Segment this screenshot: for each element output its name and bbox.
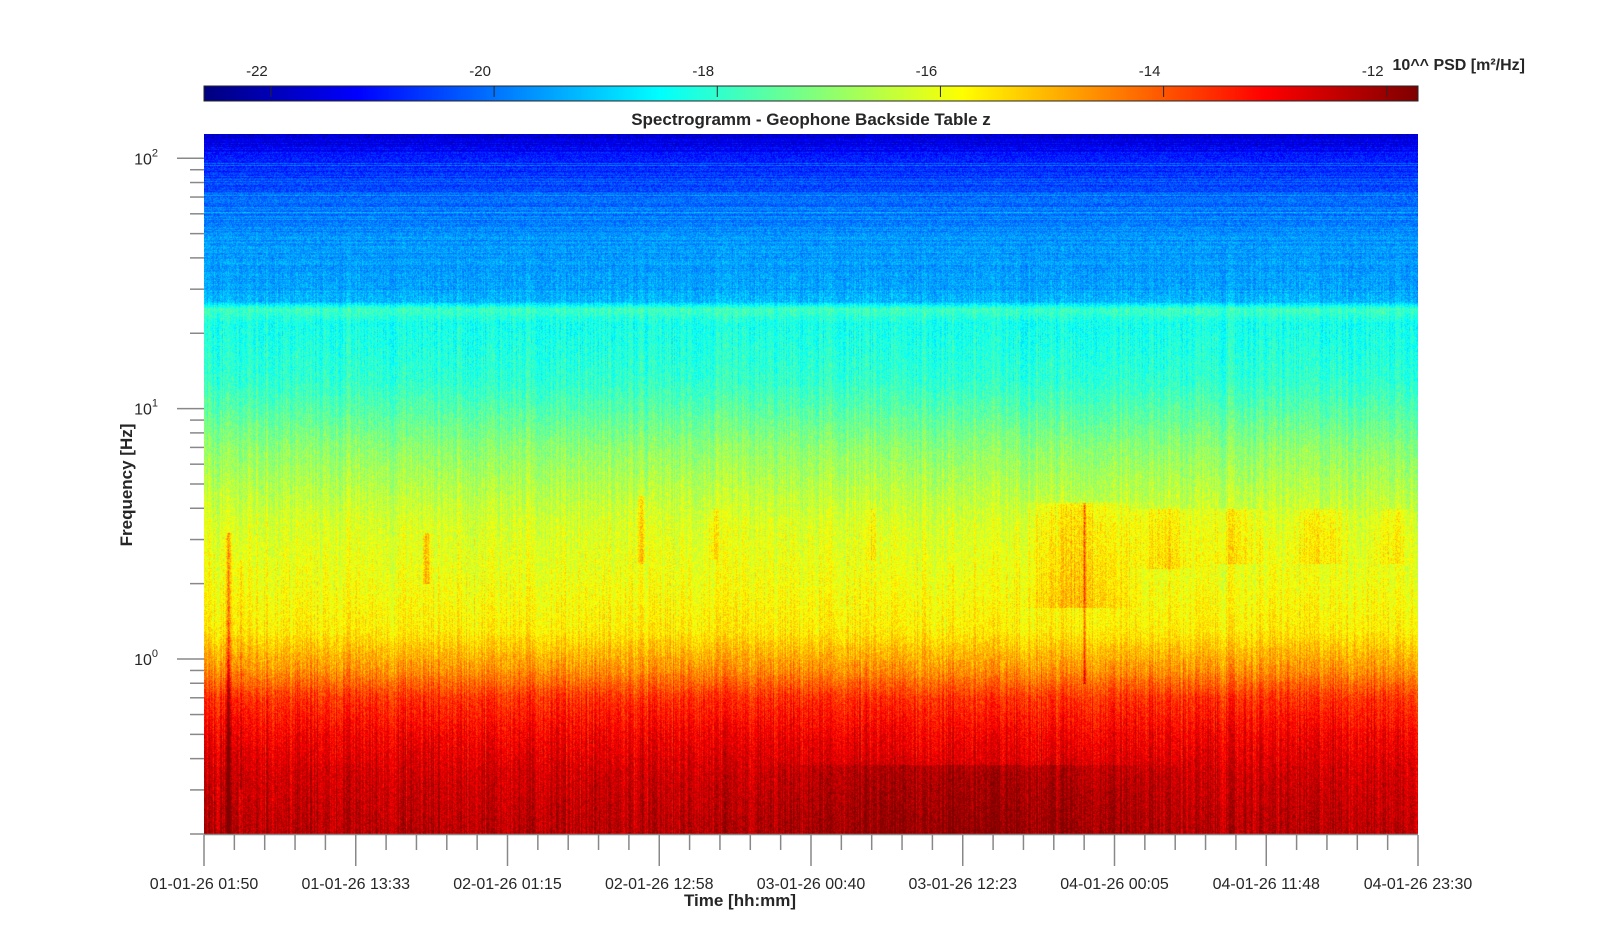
y-axis-label: Frequency [Hz]: [117, 424, 136, 547]
colorbar: [204, 86, 1418, 101]
colorbar-tick-label: -22: [246, 63, 268, 80]
x-tick-label: 01-01-26 13:33: [301, 876, 410, 893]
x-tick-label: 04-01-26 23:30: [1364, 876, 1473, 893]
colorbar-label: 10^^ PSD [m²/Hz]: [1393, 57, 1525, 74]
x-tick-label: 01-01-26 01:50: [150, 876, 259, 893]
y-tick-label: 100: [134, 648, 158, 669]
x-tick-label: 03-01-26 00:40: [757, 876, 866, 893]
y-tick-label: 102: [134, 147, 158, 168]
spectrogram-image: [204, 134, 1418, 834]
x-tick-label: 04-01-26 00:05: [1060, 876, 1169, 893]
x-tick-label: 02-01-26 01:15: [453, 876, 562, 893]
x-tick-label: 02-01-26 12:58: [605, 876, 714, 893]
colorbar-tick-label: -12: [1362, 63, 1384, 80]
colorbar-tick-label: -18: [692, 63, 714, 80]
x-axis-label: Time [hh:mm]: [684, 891, 796, 910]
y-tick-label: 101: [134, 398, 158, 419]
x-tick-label: 03-01-26 12:23: [908, 876, 1017, 893]
colorbar-tick-label: -14: [1139, 63, 1161, 80]
colorbar-tick-label: -16: [916, 63, 938, 80]
colorbar-tick-label: -20: [469, 63, 491, 80]
colorbar-frame: [203, 85, 1419, 102]
x-tick-label: 04-01-26 11:48: [1213, 876, 1320, 893]
chart-title: Spectrogramm - Geophone Backside Table z: [631, 110, 991, 129]
